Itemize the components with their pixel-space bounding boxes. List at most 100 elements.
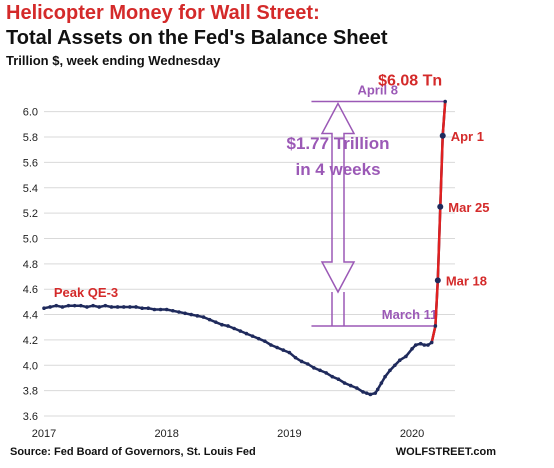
y-tick-label: 4.4 — [23, 310, 38, 322]
data-point — [256, 336, 261, 341]
marker-dot — [439, 132, 446, 139]
data-point — [42, 306, 46, 311]
data-point — [244, 331, 249, 336]
data-point — [324, 371, 328, 375]
data-point — [305, 362, 310, 366]
y-tick-label: 5.4 — [23, 183, 38, 195]
data-point — [418, 341, 423, 346]
data-point — [140, 306, 144, 311]
x-tick-label: 2019 — [277, 428, 301, 440]
brand-label: WOLFSTREET.com — [395, 446, 496, 458]
top-value-label: $6.08 Tn — [378, 73, 442, 90]
data-point — [383, 374, 387, 379]
data-point — [342, 381, 347, 385]
data-point — [397, 358, 402, 363]
data-point — [318, 368, 322, 373]
data-point — [404, 354, 408, 359]
data-point — [195, 314, 200, 318]
data-point — [201, 315, 206, 319]
data-point — [375, 387, 380, 392]
data-point — [413, 343, 418, 347]
data-point — [287, 350, 292, 355]
data-point — [66, 303, 71, 308]
data-point — [336, 377, 341, 382]
data-point — [79, 303, 83, 308]
y-tick-label: 6.0 — [23, 107, 38, 119]
marker-dot — [434, 277, 441, 284]
data-point — [213, 320, 218, 324]
data-point — [85, 305, 89, 309]
data-point — [109, 305, 114, 309]
x-tick-label: 2018 — [154, 428, 178, 440]
data-point — [207, 317, 212, 322]
data-point — [422, 343, 427, 347]
marker-dot — [437, 203, 444, 210]
data-point — [232, 326, 236, 331]
y-tick-label: 4.6 — [23, 284, 38, 296]
data-point — [164, 307, 169, 312]
data-point — [426, 343, 430, 347]
data-point — [263, 339, 267, 343]
y-tick-label: 5.8 — [23, 132, 38, 144]
data-point — [373, 391, 378, 395]
data-point — [293, 355, 298, 360]
y-tick-label: 4.2 — [23, 335, 38, 347]
data-point — [60, 305, 65, 309]
data-point — [330, 374, 335, 379]
data-point — [275, 345, 279, 350]
data-point — [361, 390, 365, 394]
data-point — [177, 310, 181, 314]
y-tick-label: 4.8 — [23, 259, 38, 271]
data-point — [355, 386, 359, 390]
y-tick-label: 3.6 — [23, 411, 38, 423]
marker-label: Mar 25 — [448, 200, 489, 215]
change-arrow — [320, 101, 356, 294]
data-point — [429, 340, 434, 345]
data-point — [54, 303, 59, 308]
y-tick-label: 4.0 — [23, 360, 38, 372]
data-point — [171, 308, 175, 313]
data-point — [183, 311, 187, 316]
y-axis-label: Trillion $, week ending Wednesday — [6, 53, 221, 68]
data-point — [238, 329, 243, 333]
data-point — [103, 303, 108, 308]
x-tick-label: 2020 — [400, 428, 424, 440]
march-label: March 11 — [382, 307, 438, 322]
data-point — [48, 305, 52, 309]
data-point — [299, 359, 304, 364]
data-point — [348, 383, 353, 388]
data-point — [97, 305, 102, 309]
april-label: April 8 — [357, 83, 397, 98]
data-point — [368, 392, 373, 397]
change-label-line1: $1.77 Trillion — [287, 134, 390, 153]
data-point — [250, 334, 255, 338]
y-tick-label: 5.0 — [23, 233, 38, 245]
chart-subtitle: Total Assets on the Fed's Balance Sheet — [6, 27, 388, 49]
source-note: Source: Fed Board of Governors, St. Loui… — [10, 446, 256, 458]
data-point — [134, 305, 138, 309]
data-point — [158, 307, 163, 312]
data-point — [226, 324, 230, 328]
arrow-stem — [331, 291, 345, 326]
data-point — [443, 99, 447, 104]
data-point — [189, 312, 194, 317]
data-point — [128, 305, 132, 309]
marker-label: Apr 1 — [451, 129, 484, 144]
data-point — [115, 305, 120, 309]
y-tick-label: 3.8 — [23, 386, 38, 398]
data-point — [410, 346, 414, 351]
y-tick-label: 5.2 — [23, 208, 38, 220]
x-tick-label: 2017 — [32, 428, 56, 440]
spike-highlight-line — [430, 101, 447, 343]
y-tick-label: 5.6 — [23, 157, 38, 169]
data-point — [152, 307, 157, 312]
data-point — [379, 381, 384, 385]
marker-label: Mar 18 — [446, 273, 487, 288]
data-point — [146, 306, 151, 311]
data-point — [393, 363, 397, 368]
peak-qe3-label: Peak QE-3 — [54, 285, 118, 300]
change-label-line2: in 4 weeks — [295, 160, 380, 179]
data-point — [220, 322, 224, 327]
data-point — [281, 348, 286, 352]
